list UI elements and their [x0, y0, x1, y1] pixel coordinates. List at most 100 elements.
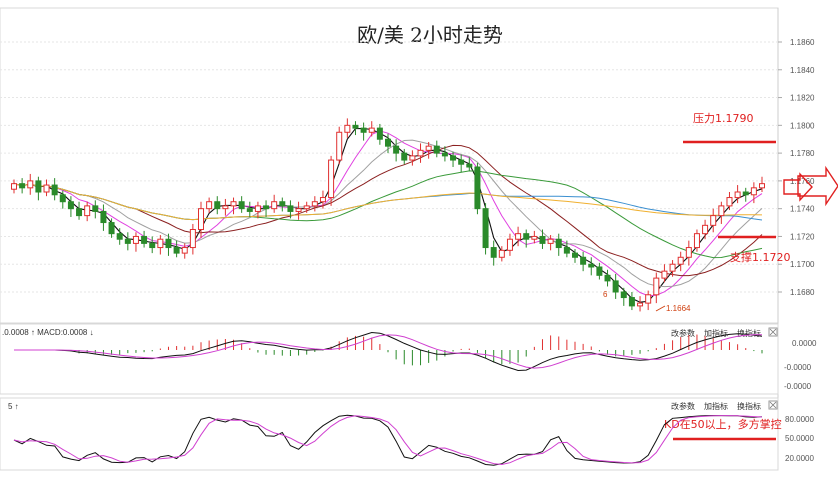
candle-body [157, 238, 164, 249]
candle-body [222, 205, 229, 210]
y-tick-label: 1.1680 [790, 288, 815, 297]
y-tick-label: 1.1800 [790, 121, 815, 130]
candle-body [181, 247, 188, 254]
candle-body [677, 256, 684, 265]
macd-menu-switch-indicator[interactable]: 换指标 [737, 328, 761, 338]
candle-body [189, 229, 196, 249]
kd-header: 5 ↑ [8, 402, 19, 411]
candle-body [759, 183, 765, 189]
candle-body [417, 149, 424, 157]
macd-close-icon[interactable] [768, 327, 778, 337]
candle-body [165, 238, 172, 249]
ma10-line [13, 130, 763, 297]
ma30-line [13, 144, 763, 277]
ma100-line [13, 183, 763, 221]
candle-body [441, 152, 448, 157]
candle-body [76, 208, 83, 217]
candle-body [328, 159, 335, 199]
kd-tick-20: 20.0000 [785, 454, 814, 463]
candle-body [710, 215, 717, 226]
candle-body [59, 194, 66, 203]
candle-body [376, 127, 383, 140]
candle-body [124, 238, 131, 244]
candle-body [669, 263, 676, 272]
macd-menu-change-params[interactable]: 改参数 [671, 328, 695, 338]
candle-body [352, 124, 359, 129]
candle-body [198, 208, 204, 231]
candle-body [645, 294, 652, 304]
y-tick-label: 1.1780 [790, 149, 815, 158]
candle-body [238, 201, 245, 210]
candle-body [295, 208, 302, 212]
low-label: 1.1664 [666, 304, 691, 313]
candle-body [27, 180, 34, 189]
candle-body [612, 280, 619, 293]
candle-body [141, 235, 148, 244]
kd-note: KD在50以上，多方掌控 [664, 417, 782, 431]
y-tick-label: 1.1840 [790, 66, 815, 75]
candle-body [596, 266, 603, 276]
candle-body [319, 197, 326, 203]
candle-body [360, 127, 367, 133]
support-label: 支撑1.1720 [730, 250, 791, 264]
y-tick-label: 1.1720 [790, 232, 815, 241]
candle-body [742, 191, 749, 196]
candle-body [515, 233, 522, 240]
candle-body [604, 274, 611, 282]
candle-body [726, 197, 733, 207]
candle-body [506, 238, 513, 251]
candle-body [474, 166, 481, 210]
ma60-line [13, 170, 763, 259]
candle-body [149, 242, 156, 249]
kd-menu-switch-indicator[interactable]: 换指标 [737, 401, 761, 411]
ma200-line [13, 183, 763, 221]
candle-body [588, 263, 595, 268]
price-panel: 1.1860 1.1840 1.1820 1.1800 1.1780 1.1760 1.17… [0, 7, 815, 470]
candle-body [92, 205, 99, 212]
resistance-marker: 压力1.1790 [683, 112, 776, 144]
candle-body [661, 270, 668, 279]
candle-body [539, 235, 546, 244]
candle-body [35, 180, 42, 193]
y-tick-label: 1.1740 [790, 205, 815, 214]
candle-body [750, 187, 757, 196]
support-marker: 支撑1.1720 [718, 235, 791, 264]
resistance-label: 压力1.1790 [693, 112, 754, 125]
candle-body [344, 124, 351, 133]
candle-body [523, 233, 530, 240]
sequence-label: 6 [603, 290, 608, 299]
candle-body [637, 302, 644, 307]
candle-body [51, 184, 58, 196]
candle-body [572, 252, 578, 258]
kd-close-icon[interactable] [768, 400, 778, 410]
candle-body [108, 222, 115, 235]
candle-body [336, 131, 343, 161]
candle-body [132, 235, 139, 244]
candle-body [531, 235, 538, 240]
macd-panel: .0.0008 ↑ MACD:0.0008 ↓ 改参数 加指标 换指标 0.00… [0, 323, 817, 395]
candle-body [482, 208, 489, 249]
candle-body [311, 201, 318, 207]
candle-body [116, 233, 123, 240]
candle-body [393, 145, 400, 154]
candle-body [279, 201, 286, 207]
candle-body [734, 191, 741, 199]
candle-body [100, 210, 107, 224]
ma5-line [13, 128, 763, 303]
kd-tick-50: 50.0000 [785, 434, 814, 443]
candle-body [458, 159, 465, 165]
macd-tick-2: -0.0000 [784, 382, 812, 391]
candle-body [702, 224, 709, 235]
candle-body [43, 184, 50, 193]
candle-body [580, 256, 587, 265]
candle-body [11, 183, 17, 190]
low-marker: 1.1664 6 [603, 290, 691, 313]
candle-body [450, 155, 457, 161]
kd-menu-add-indicator[interactable]: 加指标 [704, 401, 728, 411]
candle-body [287, 205, 294, 212]
macd-menu-add-indicator[interactable]: 加指标 [704, 328, 728, 338]
candle-body [466, 163, 473, 168]
y-tick-label: 1.1860 [790, 38, 815, 47]
kd-menu-change-params[interactable]: 改参数 [671, 401, 695, 411]
